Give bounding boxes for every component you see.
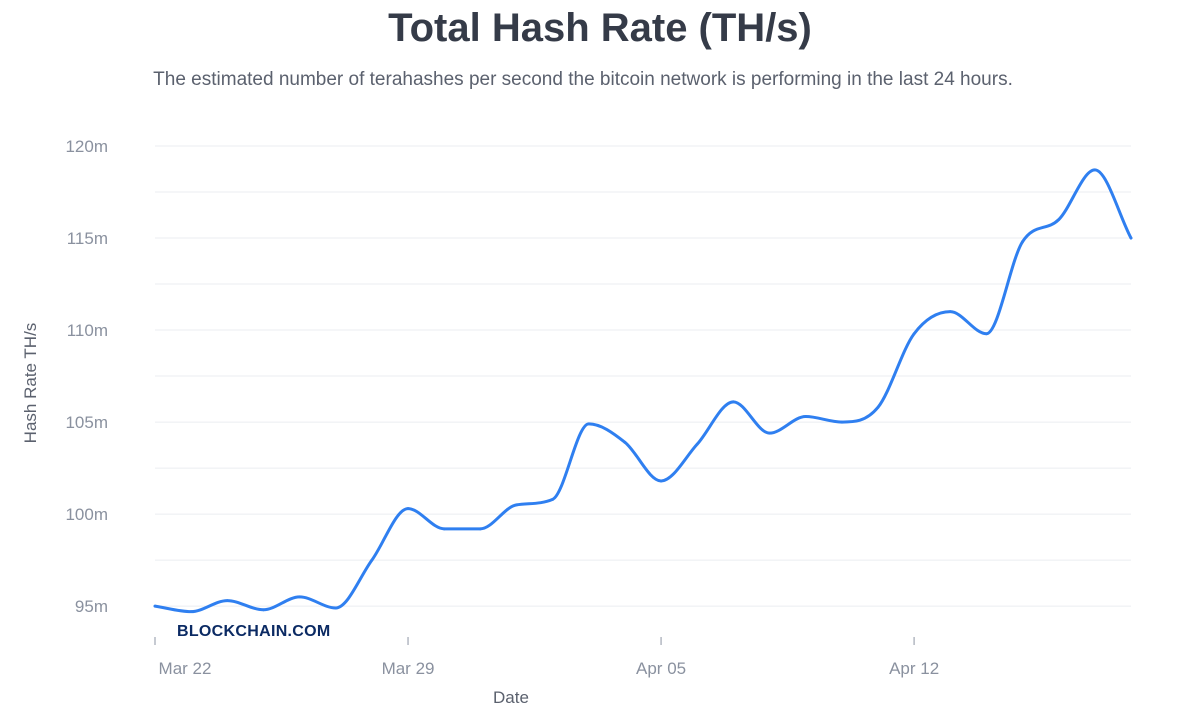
data-point bbox=[334, 606, 338, 610]
data-point bbox=[804, 415, 808, 418]
page-title: Total Hash Rate (TH/s) bbox=[388, 6, 812, 50]
data-point bbox=[731, 400, 735, 404]
x-tick-label: Mar 29 bbox=[382, 659, 435, 678]
data-point bbox=[695, 442, 699, 446]
data-point bbox=[1021, 240, 1024, 244]
y-tick-label: 110m bbox=[67, 321, 108, 340]
y-axis-ticks: 95m 100m 105m 110m 115m 120m bbox=[65, 137, 108, 616]
data-point bbox=[659, 479, 663, 483]
data-point bbox=[587, 422, 591, 426]
y-tick-label: 115m bbox=[67, 229, 108, 248]
data-point bbox=[515, 503, 518, 507]
x-tick-label: Mar 22 bbox=[159, 659, 212, 678]
x-axis-title: Date bbox=[493, 688, 529, 707]
data-point bbox=[623, 440, 627, 444]
y-tick-label: 95m bbox=[75, 597, 108, 616]
blockchain-watermark: BLOCKCHAIN.COM bbox=[177, 623, 331, 640]
y-tick-label: 105m bbox=[65, 413, 108, 432]
y-tick-label: 120m bbox=[65, 137, 108, 156]
data-point bbox=[298, 595, 301, 599]
data-point bbox=[225, 599, 229, 602]
data-point bbox=[876, 405, 880, 409]
data-point bbox=[406, 507, 410, 510]
hash-rate-series-line bbox=[153, 168, 1133, 614]
data-point bbox=[370, 558, 374, 562]
data-point bbox=[1093, 168, 1097, 172]
data-point bbox=[985, 332, 988, 336]
data-point bbox=[478, 527, 482, 531]
data-point bbox=[1057, 218, 1061, 222]
data-point bbox=[948, 310, 952, 314]
x-tick-label: Apr 12 bbox=[889, 659, 939, 678]
data-point bbox=[153, 604, 157, 608]
x-tick-label: Apr 05 bbox=[636, 659, 686, 678]
data-point bbox=[189, 610, 193, 614]
data-point bbox=[840, 420, 844, 424]
y-axis-title: Hash Rate TH/s bbox=[21, 323, 40, 444]
data-point bbox=[262, 608, 265, 612]
data-point bbox=[1129, 236, 1133, 240]
data-point bbox=[551, 497, 555, 501]
x-axis-ticks: Mar 22 Mar 29 Apr 05 Apr 12 bbox=[154, 637, 939, 678]
y-tick-label: 100m bbox=[65, 505, 108, 524]
data-point bbox=[768, 431, 771, 435]
data-point bbox=[912, 332, 916, 336]
data-points bbox=[153, 168, 1133, 614]
data-point bbox=[442, 527, 446, 531]
chart-subtitle: The estimated number of terahashes per s… bbox=[153, 69, 1013, 90]
grid-lines bbox=[155, 145, 1131, 607]
